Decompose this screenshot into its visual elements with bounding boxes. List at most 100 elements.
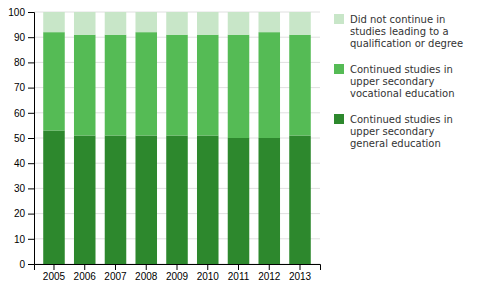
bar bbox=[197, 35, 219, 136]
x-tick: 2013 bbox=[289, 264, 312, 282]
bar bbox=[74, 12, 96, 35]
x-tick-label: 2008 bbox=[135, 271, 158, 282]
plot: 2005 2006 2007 2008 2009 2010 2011 2012 2013 0 10 2… bbox=[8, 7, 320, 282]
x-tick: 2012 bbox=[258, 264, 281, 282]
bar bbox=[43, 130, 65, 264]
y-tick: 50 bbox=[14, 133, 34, 144]
legend-label: Continued studies inupper secondaryvocat… bbox=[350, 64, 455, 99]
x-tick: 2008 bbox=[135, 264, 158, 282]
bar bbox=[135, 32, 157, 135]
bar bbox=[197, 135, 219, 264]
y-tick-mark bbox=[28, 214, 34, 215]
series bbox=[43, 130, 311, 264]
x-tick-label: 2006 bbox=[74, 271, 97, 282]
x-tick-mark bbox=[269, 264, 270, 270]
bar bbox=[105, 12, 127, 35]
x-tick: 2010 bbox=[197, 264, 220, 282]
x-axis-line bbox=[35, 265, 321, 271]
y-tick-mark bbox=[28, 188, 34, 189]
legend-swatch bbox=[334, 114, 344, 124]
y-tick: 70 bbox=[14, 82, 34, 93]
bar bbox=[228, 12, 250, 35]
legend-label: Continued studies inupper secondarygener… bbox=[350, 114, 453, 149]
x-tick: 2005 bbox=[43, 264, 66, 282]
bar bbox=[289, 12, 311, 35]
y-axis: 0 10 20 30 40 50 60 70 80 90 100 bbox=[8, 7, 34, 270]
y-tick-mark bbox=[28, 37, 34, 38]
legend-label: Did not continue instudies leading to aq… bbox=[350, 14, 463, 49]
x-tick-label: 2007 bbox=[104, 271, 127, 282]
x-tick-mark bbox=[238, 264, 239, 270]
y-tick-mark bbox=[28, 88, 34, 89]
x-tick: 2007 bbox=[104, 264, 127, 282]
bar bbox=[74, 35, 96, 136]
x-tick: 2006 bbox=[74, 264, 97, 282]
y-tick: 60 bbox=[14, 108, 34, 119]
y-tick: 20 bbox=[14, 208, 34, 219]
bar bbox=[135, 12, 157, 32]
x-tick: 2009 bbox=[166, 264, 189, 282]
y-tick-label: 10 bbox=[14, 234, 26, 245]
y-tick-mark bbox=[28, 62, 34, 63]
bar bbox=[258, 32, 280, 138]
y-tick-mark bbox=[28, 138, 34, 139]
y-tick-label: 80 bbox=[14, 57, 26, 68]
x-tick-label: 2011 bbox=[228, 271, 250, 282]
legend: Did not continue instudies leading to aq… bbox=[334, 14, 463, 149]
x-tick-mark bbox=[177, 264, 178, 270]
y-tick: 80 bbox=[14, 57, 34, 68]
y-tick-mark bbox=[28, 239, 34, 240]
x-tick-label: 2005 bbox=[43, 271, 66, 282]
legend-item: Did not continue instudies leading to aq… bbox=[334, 14, 463, 49]
y-tick-label: 70 bbox=[14, 82, 26, 93]
y-tick: 100 bbox=[8, 7, 34, 18]
y-tick: 0 bbox=[19, 259, 34, 270]
bar bbox=[135, 135, 157, 264]
bar bbox=[228, 138, 250, 264]
x-tick-mark bbox=[300, 264, 301, 270]
bar bbox=[289, 35, 311, 136]
y-tick-label: 30 bbox=[14, 183, 26, 194]
x-tick-label: 2009 bbox=[166, 271, 189, 282]
y-tick-label: 40 bbox=[14, 158, 26, 169]
x-tick-label: 2013 bbox=[289, 271, 312, 282]
bar bbox=[74, 135, 96, 264]
bar bbox=[105, 135, 127, 264]
bar bbox=[258, 12, 280, 32]
bar bbox=[258, 138, 280, 264]
y-tick-label: 20 bbox=[14, 208, 26, 219]
legend-item: Continued studies inupper secondaryvocat… bbox=[334, 64, 455, 99]
x-axis: 2005 2006 2007 2008 2009 2010 2011 2012 2013 bbox=[35, 264, 321, 282]
x-tick-mark bbox=[146, 264, 147, 270]
bar bbox=[166, 135, 188, 264]
x-tick-mark bbox=[115, 264, 116, 270]
bar bbox=[228, 35, 250, 138]
y-axis-line bbox=[28, 13, 35, 265]
y-tick-mark bbox=[28, 264, 34, 265]
y-tick-label: 100 bbox=[8, 7, 25, 18]
series bbox=[43, 32, 311, 138]
bar bbox=[105, 35, 127, 136]
y-tick-label: 60 bbox=[14, 108, 26, 119]
bar bbox=[43, 32, 65, 130]
x-tick-mark bbox=[207, 264, 208, 270]
y-tick-label: 50 bbox=[14, 133, 26, 144]
x-tick-mark bbox=[53, 264, 54, 270]
x-tick-label: 2012 bbox=[258, 271, 281, 282]
grid bbox=[34, 12, 320, 264]
bar bbox=[197, 12, 219, 35]
legend-swatch bbox=[334, 14, 344, 24]
y-tick: 30 bbox=[14, 183, 34, 194]
y-tick: 40 bbox=[14, 158, 34, 169]
legend-swatch bbox=[334, 64, 344, 74]
bar bbox=[43, 12, 65, 32]
y-tick-label: 90 bbox=[14, 32, 26, 43]
chart: 2005 2006 2007 2008 2009 2010 2011 2012 2013 0 10 2… bbox=[0, 0, 480, 288]
x-tick: 2011 bbox=[228, 264, 250, 282]
x-tick-label: 2010 bbox=[197, 271, 220, 282]
bars bbox=[43, 12, 311, 264]
x-tick-mark bbox=[84, 264, 85, 270]
y-tick: 90 bbox=[14, 32, 34, 43]
series bbox=[43, 12, 311, 35]
bar bbox=[166, 12, 188, 35]
